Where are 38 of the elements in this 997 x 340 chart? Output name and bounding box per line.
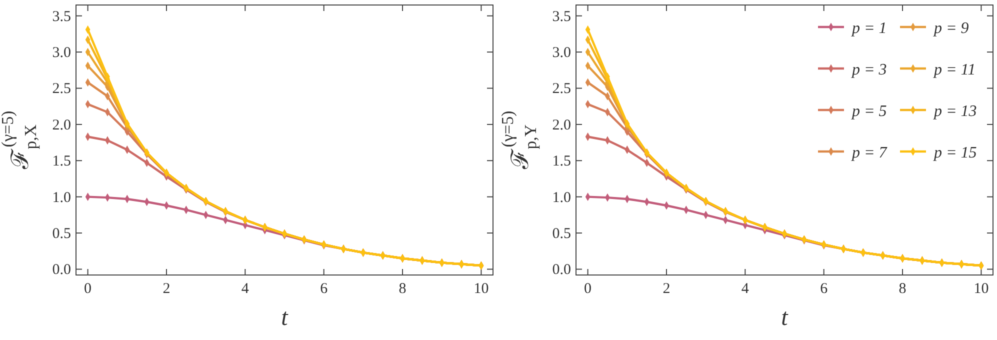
y-tick-label: 2.0: [552, 117, 571, 134]
y-tick-label: 1.5: [52, 154, 71, 170]
y-tick-label: 0.5: [552, 226, 571, 242]
y-tick-label: 1.0: [52, 190, 71, 206]
legend-label: p = 13: [933, 103, 977, 120]
y-tick-label: 3.5: [52, 8, 71, 25]
x-tick-label: 4: [241, 281, 250, 297]
legend-label: p = 3: [851, 62, 887, 78]
x-tick-label: 0: [84, 281, 92, 297]
y-tick-label: 2.5: [52, 81, 71, 98]
legend-label: p = 1: [851, 20, 887, 37]
x-tick-label: 6: [320, 281, 328, 297]
legend-label: p = 15: [933, 144, 977, 162]
y-tick-label: 3.0: [52, 45, 71, 62]
y-tick-label: 1.0: [552, 190, 571, 206]
x-tick-label: 10: [974, 281, 989, 297]
x-tick-label: 8: [398, 281, 406, 297]
y-tick-label: 0.0: [552, 262, 571, 278]
x-axis-title: t: [281, 305, 290, 331]
y-tick-label: 2.5: [552, 81, 571, 98]
x-tick-label: 8: [898, 281, 906, 297]
legend-label: p = 5: [851, 103, 887, 120]
x-tick-label: 2: [662, 281, 670, 297]
legend-label: p = 11: [933, 62, 976, 78]
y-tick-label: 1.5: [552, 154, 571, 170]
y-tick-label: 3.0: [552, 45, 571, 62]
y-tick-label: 0.5: [52, 226, 71, 242]
y-tick-label: 0.0: [52, 262, 71, 278]
x-tick-label: 0: [584, 281, 592, 297]
legend-label: p = 9: [933, 20, 969, 37]
y-tick-label: 2.0: [52, 117, 71, 134]
x-axis-title: t: [781, 305, 790, 331]
x-tick-label: 2: [162, 281, 170, 297]
legend-label: p = 7: [851, 144, 888, 162]
y-tick-label: 3.5: [552, 8, 571, 25]
x-tick-label: 10: [474, 281, 489, 297]
x-tick-label: 6: [820, 281, 828, 297]
x-tick-label: 4: [741, 281, 750, 297]
